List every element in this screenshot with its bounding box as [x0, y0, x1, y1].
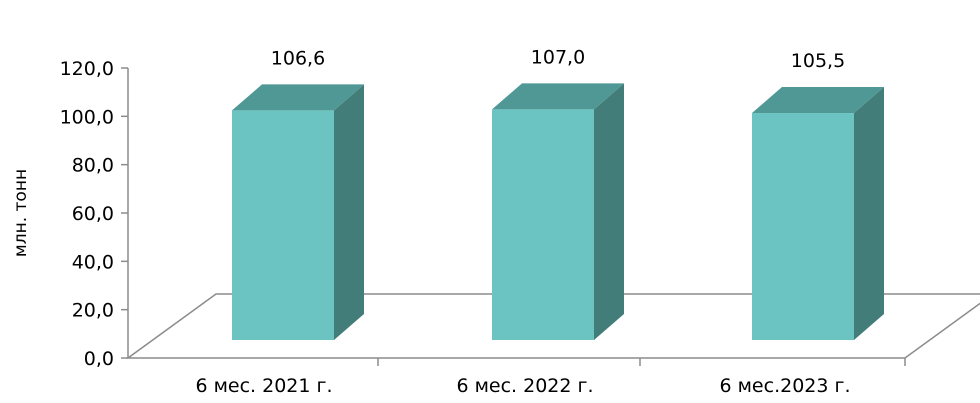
- y-tick-label: 100,0: [60, 106, 114, 128]
- y-tick-label: 20,0: [72, 300, 114, 322]
- x-tick-label: 6 мес.2023 г.: [719, 375, 850, 397]
- y-tick-label: 40,0: [72, 251, 114, 273]
- y-tick-label: 80,0: [72, 155, 114, 177]
- x-tick-label: 6 мес. 2021 г.: [195, 375, 332, 397]
- chart-floor: [125, 293, 980, 359]
- data-label: 107,0: [531, 46, 585, 68]
- data-label: 105,5: [791, 50, 845, 72]
- bar-side: [594, 83, 624, 341]
- bar: [232, 84, 364, 340]
- x-tick-label: 6 мес. 2022 г.: [456, 375, 593, 397]
- bar-front: [232, 110, 334, 340]
- y-tick-label: 60,0: [72, 203, 114, 225]
- bar: [492, 83, 624, 341]
- bar-top: [492, 83, 624, 110]
- floor-outline: [125, 293, 980, 359]
- bar-side: [854, 87, 884, 341]
- data-label: 106,6: [271, 47, 325, 69]
- y-tick-label: 0,0: [84, 348, 114, 370]
- y-axis: 0,0 20,0 40,0 60,0 80,0 100,0 120,0: [60, 58, 906, 370]
- y-axis-title: млн. тонн: [11, 169, 31, 257]
- y-tick-label: 120,0: [60, 58, 114, 80]
- bar: [752, 87, 884, 341]
- bars: [232, 83, 884, 341]
- bar-front: [492, 109, 594, 341]
- bar-top: [752, 87, 884, 114]
- bar-front: [752, 113, 854, 341]
- labels: 106,6 107,0 105,5 6 мес. 2021 г. 6 мес. 2022…: [195, 46, 850, 397]
- bar-top: [232, 84, 364, 111]
- bar-side: [334, 84, 364, 340]
